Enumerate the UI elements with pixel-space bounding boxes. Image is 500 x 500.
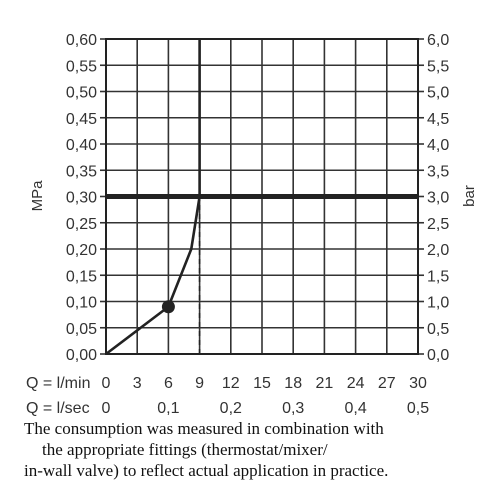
y-tick-label-right: 5,5 <box>427 58 449 75</box>
y-tick-label-right: 4,0 <box>427 137 449 154</box>
marker-layer <box>161 300 175 314</box>
y-tick-label-left: 0,00 <box>66 347 97 364</box>
y-tick-label-right: 0,0 <box>427 347 449 364</box>
y-tick-label-left: 0,60 <box>66 32 97 49</box>
y-tick-label-left: 0,05 <box>66 321 97 338</box>
x2-tick-label: 0,3 <box>282 400 304 417</box>
y-tick-label-right: 3,0 <box>427 190 449 207</box>
y-tick-label-right: 2,0 <box>427 242 449 259</box>
y-tick-label-left: 0,55 <box>66 58 97 75</box>
x-tick-label: 9 <box>195 375 204 392</box>
y-tick-label-right: 5,0 <box>427 85 449 102</box>
footnote-line-2: the appropriate fittings (thermostat/mix… <box>42 440 328 459</box>
y-tick-label-right: 0,5 <box>427 321 449 338</box>
y-tick-label-left: 0,45 <box>66 111 97 128</box>
reference-lines <box>106 194 418 354</box>
x-tick-label: 15 <box>253 375 271 392</box>
series-layer <box>105 39 201 356</box>
tick-labels: 0 3 6 9 12 15 18 21 24 27 30 0 0,1 0,2 0,3 0,4 0,5 0,00 0,… <box>66 32 449 417</box>
y-axis-title-left: MPa <box>29 180 46 212</box>
x2-axis-title: Q = l/sec <box>26 400 90 417</box>
x2-tick-label: 0,1 <box>157 400 179 417</box>
y-tick-label-right: 3,5 <box>427 163 449 180</box>
y-tick-label-right: 1,5 <box>427 268 449 285</box>
y-tick-label-left: 0,10 <box>66 295 97 312</box>
x2-tick-label: 0,4 <box>344 400 366 417</box>
y-tick-label-right: 2,5 <box>427 216 449 233</box>
y-tick-label-left: 0,25 <box>66 216 97 233</box>
footnote: The consumption was measured in combinat… <box>24 418 494 481</box>
y-tick-label-right: 1,0 <box>427 295 449 312</box>
x-tick-label: 12 <box>222 375 240 392</box>
footnote-line-1: The consumption was measured in combinat… <box>24 419 384 438</box>
x-axis-title: Q = l/min <box>26 375 90 392</box>
x-tick-label: 3 <box>133 375 142 392</box>
y-tick-label-left: 0,15 <box>66 268 97 285</box>
x-tick-label: 27 <box>378 375 396 392</box>
x-tick-label: 24 <box>347 375 365 392</box>
x-tick-label: 18 <box>284 375 302 392</box>
y-tick-label-left: 0,20 <box>66 242 97 259</box>
y-tick-label-left: 0,35 <box>66 163 97 180</box>
x2-tick-label: 0,2 <box>220 400 242 417</box>
y-tick-label-right: 6,0 <box>427 32 449 49</box>
x2-tick-label: 0,5 <box>407 400 429 417</box>
x2-tick-label: 0 <box>102 400 111 417</box>
flow-curve <box>105 39 201 356</box>
y-axis-title-right: bar <box>461 185 478 207</box>
footnote-line-3: in-wall valve) to reflect actual applica… <box>24 461 389 480</box>
y-tick-label-left: 0,50 <box>66 85 97 102</box>
y-tick-label-left: 0,40 <box>66 137 97 154</box>
data-point-marker <box>161 300 175 314</box>
y-tick-label-right: 4,5 <box>427 111 449 128</box>
x-tick-label: 0 <box>102 375 111 392</box>
x-tick-label: 30 <box>409 375 427 392</box>
y-tick-label-left: 0,30 <box>66 190 97 207</box>
x-tick-label: 21 <box>316 375 334 392</box>
x-tick-label: 6 <box>164 375 173 392</box>
